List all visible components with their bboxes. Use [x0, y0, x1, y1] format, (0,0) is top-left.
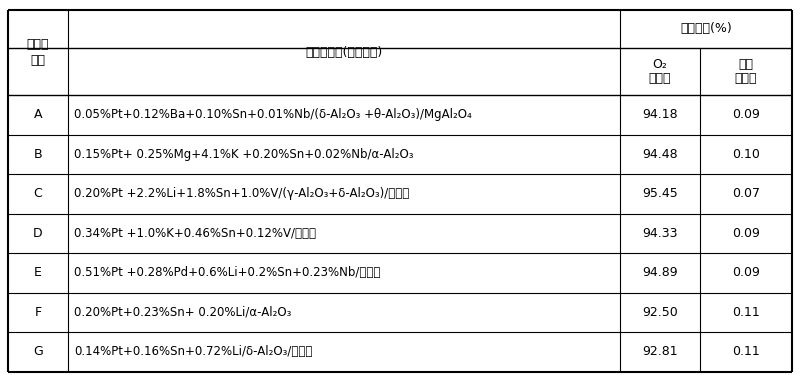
- Text: 0.51%Pt +0.28%Pd+0.6%Li+0.2%Sn+0.23%Nb/尖晶石: 0.51%Pt +0.28%Pd+0.6%Li+0.2%Sn+0.23%Nb/尖…: [74, 266, 380, 279]
- Text: 0.14%Pt+0.16%Sn+0.72%Li/δ-Al₂O₃/董青石: 0.14%Pt+0.16%Sn+0.72%Li/δ-Al₂O₃/董青石: [74, 345, 312, 358]
- Text: B: B: [34, 148, 42, 161]
- Text: 0.11: 0.11: [732, 345, 760, 358]
- Text: 94.48: 94.48: [642, 148, 678, 161]
- Text: A: A: [34, 108, 42, 121]
- Text: E: E: [34, 266, 42, 279]
- Text: C: C: [34, 187, 42, 200]
- Text: 催化剂组成(以金属计): 催化剂组成(以金属计): [306, 46, 382, 59]
- Text: 0.09: 0.09: [732, 227, 760, 240]
- Text: 催化剂
编号: 催化剂 编号: [26, 39, 50, 66]
- Text: F: F: [34, 306, 42, 319]
- Text: 0.11: 0.11: [732, 306, 760, 319]
- Text: 95.45: 95.45: [642, 187, 678, 200]
- Text: 94.18: 94.18: [642, 108, 678, 121]
- Text: 0.10: 0.10: [732, 148, 760, 161]
- Text: 0.05%Pt+0.12%Ba+0.10%Sn+0.01%Nb/(δ-Al₂O₃ +θ-Al₂O₃)/MgAl₂O₄: 0.05%Pt+0.12%Ba+0.10%Sn+0.01%Nb/(δ-Al₂O₃…: [74, 108, 472, 121]
- Text: O₂
选择性: O₂ 选择性: [649, 57, 671, 86]
- Text: 芳烃
损失率: 芳烃 损失率: [734, 57, 758, 86]
- Text: G: G: [33, 345, 43, 358]
- Text: 94.33: 94.33: [642, 227, 678, 240]
- Text: 92.81: 92.81: [642, 345, 678, 358]
- Text: 0.20%Pt +2.2%Li+1.8%Sn+1.0%V/(γ-Al₂O₃+δ-Al₂O₃)/莓来石: 0.20%Pt +2.2%Li+1.8%Sn+1.0%V/(γ-Al₂O₃+δ-…: [74, 187, 410, 200]
- Text: 94.89: 94.89: [642, 266, 678, 279]
- Text: 0.15%Pt+ 0.25%Mg+4.1%K +0.20%Sn+0.02%Nb/α-Al₂O₃: 0.15%Pt+ 0.25%Mg+4.1%K +0.20%Sn+0.02%Nb/…: [74, 148, 414, 161]
- Text: 0.20%Pt+0.23%Sn+ 0.20%Li/α-Al₂O₃: 0.20%Pt+0.23%Sn+ 0.20%Li/α-Al₂O₃: [74, 306, 291, 319]
- Text: 反应结果(%): 反应结果(%): [680, 22, 732, 36]
- Text: 0.34%Pt +1.0%K+0.46%Sn+0.12%V/董青石: 0.34%Pt +1.0%K+0.46%Sn+0.12%V/董青石: [74, 227, 316, 240]
- Text: 0.09: 0.09: [732, 266, 760, 279]
- Text: D: D: [33, 227, 43, 240]
- Text: 92.50: 92.50: [642, 306, 678, 319]
- Text: 0.07: 0.07: [732, 187, 760, 200]
- Text: 0.09: 0.09: [732, 108, 760, 121]
